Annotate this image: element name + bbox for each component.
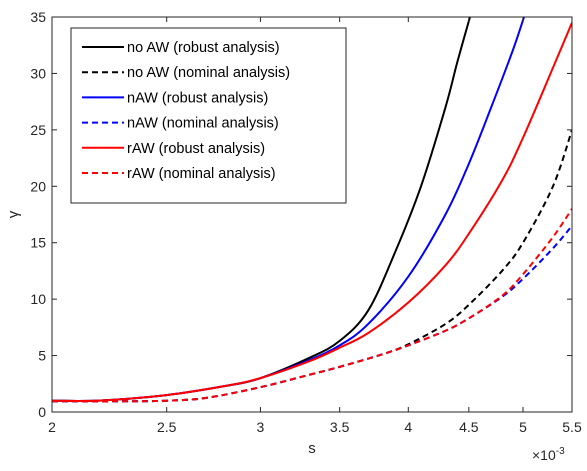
y-tick-label: 15	[30, 235, 46, 251]
legend-entry-1: no AW (robust analysis)	[127, 40, 280, 56]
x-tick-label: 5.5	[562, 419, 582, 435]
y-tick-label: 20	[30, 178, 46, 194]
y-tick-label: 5	[38, 348, 46, 364]
series-line-5	[52, 22, 572, 402]
legend-entry-4: nAW (nominal analysis)	[127, 116, 279, 132]
y-axis-label: γ	[5, 210, 22, 218]
tick-layer	[51, 16, 573, 413]
legend-box	[70, 27, 347, 204]
y-tick-label: 30	[30, 65, 46, 81]
x-tick-label: 4.5	[459, 419, 479, 435]
y-tick-label: 10	[30, 291, 46, 307]
series-line-6	[52, 208, 572, 403]
x-tick-label: 4	[404, 419, 412, 435]
axes-box	[51, 16, 573, 413]
legend-entry-5: rAW (robust analysis)	[127, 141, 265, 157]
x-axis-exponent-power: -3	[556, 446, 565, 457]
legend-entry-2: no AW (nominal analysis)	[127, 65, 290, 81]
y-tick-label: 0	[38, 404, 46, 420]
x-axis-label: s	[308, 440, 316, 457]
x-tick-label: 5	[519, 419, 527, 435]
legend-entry-3: nAW (robust analysis)	[127, 90, 268, 106]
legend-items: no AW (robust analysis) no AW (nominal an…	[82, 40, 290, 182]
x-axis-exponent: ×10-3	[532, 446, 565, 463]
y-tick-label: 25	[30, 122, 46, 138]
x-tick-label: 2	[48, 419, 56, 435]
x-tick-label: 2.5	[157, 419, 177, 435]
y-tick-label: 35	[30, 9, 46, 25]
tick-label-layer: 2 2.5 3 3.5 4 4.5 5 5.5 0 5 10 15 20 25 30 35	[30, 9, 582, 435]
x-tick-label: 3.5	[330, 419, 350, 435]
x-tick-label: 3	[257, 419, 265, 435]
legend: no AW (robust analysis) no AW (nominal an…	[70, 27, 347, 204]
x-axis-exponent-base: ×10	[532, 447, 556, 463]
legend-entry-6: rAW (nominal analysis)	[127, 166, 276, 182]
series-layer	[52, 17, 572, 403]
